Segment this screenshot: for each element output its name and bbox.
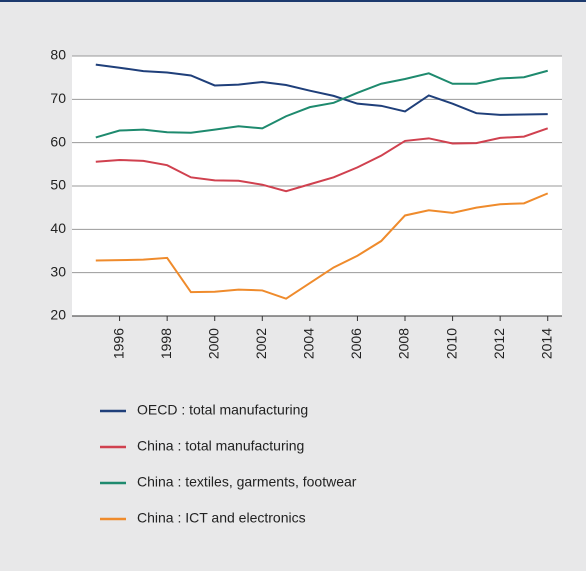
series-line <box>95 69 548 139</box>
x-tick-label: 2014 <box>538 328 554 359</box>
legend-label: OECD : total manufacturing <box>137 402 308 418</box>
y-tick-label: 40 <box>50 220 66 236</box>
x-tick-label: 1998 <box>158 328 174 359</box>
series-line <box>95 63 548 116</box>
legend-label: China : ICT and electronics <box>137 510 306 526</box>
series-line <box>95 192 549 300</box>
x-tick-label: 2002 <box>253 328 269 359</box>
x-tick-label: 2010 <box>443 328 459 359</box>
legend-label: China : total manufacturing <box>137 438 304 454</box>
top-rule <box>0 0 586 2</box>
x-tick-label: 1996 <box>110 328 126 359</box>
y-tick-label: 70 <box>50 90 66 106</box>
y-tick-label: 30 <box>50 263 66 279</box>
x-tick-label: 2004 <box>301 328 317 359</box>
y-tick-label: 60 <box>50 133 66 149</box>
y-tick-label: 80 <box>50 47 66 63</box>
x-tick-label: 2000 <box>205 328 221 359</box>
x-tick-label: 2008 <box>396 328 412 359</box>
y-tick-label: 50 <box>50 177 66 193</box>
y-tick-label: 20 <box>50 307 66 323</box>
series-line <box>95 127 549 193</box>
x-tick-label: 2012 <box>491 328 507 359</box>
x-tick-label: 2006 <box>348 328 364 359</box>
legend-label: China : textiles, garments, footwear <box>137 474 357 490</box>
